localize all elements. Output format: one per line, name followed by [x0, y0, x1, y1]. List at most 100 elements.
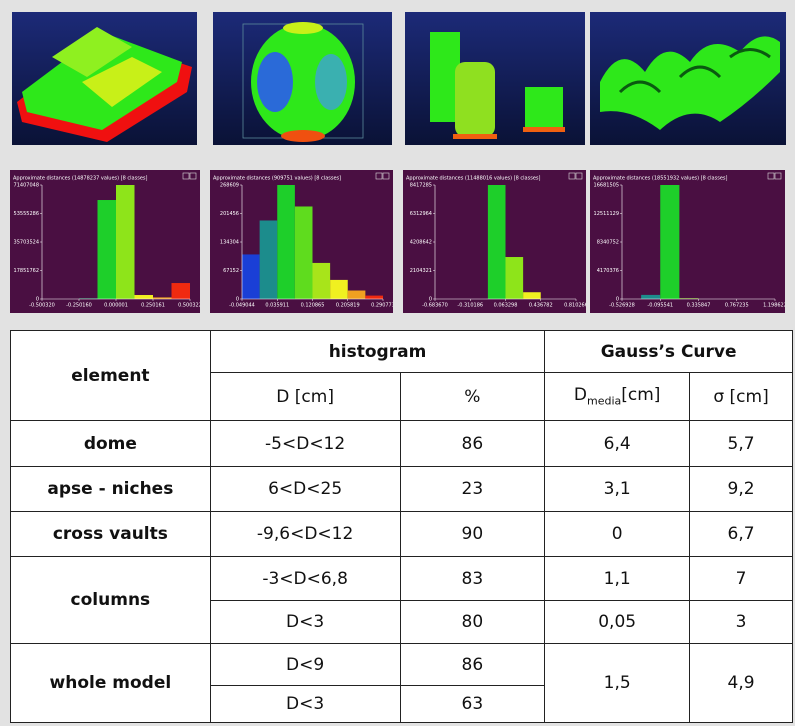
cell: 23 [400, 467, 545, 512]
bar [277, 185, 295, 299]
bar [295, 206, 313, 299]
cell: D<3 [210, 686, 400, 723]
element-cell: whole model [11, 644, 211, 723]
cell: 6,7 [690, 512, 793, 557]
y-tick-label: 8417285 [410, 183, 432, 189]
y-tick-label: 71407048 [14, 183, 39, 189]
x-tick-label: -0.250160 [66, 303, 92, 309]
cell: 63 [400, 686, 545, 723]
cell: 0 [545, 512, 690, 557]
x-tick-label: -0.095541 [647, 303, 673, 309]
cell: 9,2 [690, 467, 793, 512]
cell: 0,05 [545, 601, 690, 644]
y-tick-label: 8340752 [597, 240, 619, 246]
histogram-panel: Approximate distances (18551932 values) … [590, 170, 785, 313]
bar [116, 185, 134, 299]
y-tick-label: 17851762 [14, 268, 39, 274]
cell: 1,5 [545, 644, 690, 723]
bar [242, 254, 260, 299]
y-tick-label: 35703524 [14, 240, 39, 246]
header-cell: element [11, 331, 211, 421]
render-cross-vaults [590, 12, 786, 145]
cell: -9,6<D<12 [210, 512, 400, 557]
render-dome [213, 12, 392, 145]
bar [172, 283, 190, 299]
x-tick-label: 0.035911 [265, 303, 289, 309]
x-tick-label: -0.049044 [229, 303, 255, 309]
page: Approximate distances (14878237 values) … [0, 0, 795, 726]
x-tick-label: 0.000001 [104, 303, 128, 309]
panel-background [590, 170, 785, 313]
cell: 6<D<25 [210, 467, 400, 512]
element-cell: apse - niches [11, 467, 211, 512]
x-tick-label: -0.526928 [609, 303, 635, 309]
bar [488, 185, 506, 299]
bar [134, 295, 152, 299]
cell: 83 [400, 557, 545, 601]
header-cell: Gauss’s Curve [545, 331, 793, 373]
bar [260, 220, 278, 299]
y-tick-label: 268609 [220, 183, 239, 189]
bar [348, 291, 366, 299]
cell: -3<D<6,8 [210, 557, 400, 601]
x-tick-label: 0.335847 [687, 303, 711, 309]
x-tick-label: 0.810266 [564, 303, 586, 309]
cell: 86 [400, 644, 545, 686]
cell: D<3 [210, 601, 400, 644]
bar [365, 296, 383, 299]
cell: 90 [400, 512, 545, 557]
bar [313, 263, 331, 299]
bar [641, 295, 660, 299]
unit: [cm] [621, 385, 660, 405]
bar [660, 185, 679, 299]
cell: 4,9 [690, 644, 793, 723]
histogram-panel: Approximate distances (909751 values) [8… [210, 170, 393, 313]
cell: 3,1 [545, 467, 690, 512]
x-tick-label: 0.500322 [178, 303, 200, 309]
y-tick-label: 67152 [223, 268, 239, 274]
subheader-cell: D [cm] [210, 373, 400, 421]
cell: 5,7 [690, 421, 793, 467]
bar [97, 200, 116, 299]
element-cell: columns [11, 557, 211, 644]
x-tick-label: 0.250161 [141, 303, 165, 309]
results-table: element histogram Gauss’s Curve D [cm] %… [10, 330, 793, 723]
panel-title: Approximate distances (18551932 values) … [593, 176, 728, 182]
y-tick-label: 6312964 [410, 211, 432, 217]
y-tick-label: 12511129 [594, 211, 619, 217]
cell: D<9 [210, 644, 400, 686]
render-whole-model [12, 12, 197, 145]
x-tick-label: 0.063298 [494, 303, 518, 309]
x-tick-label: 0.436782 [529, 303, 553, 309]
histogram-panel: Approximate distances (14878237 values) … [10, 170, 200, 313]
y-tick-label: 4170376 [597, 268, 619, 274]
y-tick-label: 4208642 [410, 240, 432, 246]
x-tick-label: 0.120865 [301, 303, 325, 309]
subheader-cell: % [400, 373, 545, 421]
subheader-cell: Dmedia[cm] [545, 373, 690, 421]
subscript: media [587, 395, 621, 408]
bar [330, 280, 348, 299]
cell: 80 [400, 601, 545, 644]
x-tick-label: 0.767235 [725, 303, 749, 309]
header-cell: histogram [210, 331, 545, 373]
y-tick-label: 201456 [220, 211, 239, 217]
render-apse-columns [405, 12, 585, 145]
bar [523, 292, 541, 299]
panel-title: Approximate distances (909751 values) [8… [213, 176, 341, 182]
histogram-panel: Approximate distances (11488016 values) … [403, 170, 586, 313]
x-tick-label: -0.500320 [29, 303, 55, 309]
x-tick-label: 1.198622 [763, 303, 785, 309]
element-cell: dome [11, 421, 211, 467]
cell: 86 [400, 421, 545, 467]
cell: 3 [690, 601, 793, 644]
x-tick-label: -0.310186 [457, 303, 483, 309]
y-tick-label: 53555286 [14, 211, 39, 217]
panel-title: Approximate distances (14878237 values) … [13, 176, 148, 182]
element-cell: cross vaults [11, 512, 211, 557]
symbol: D [574, 385, 587, 405]
cell: 7 [690, 557, 793, 601]
cell: 1,1 [545, 557, 690, 601]
x-tick-label: 0.205819 [336, 303, 360, 309]
subheader-cell: σ [cm] [690, 373, 793, 421]
